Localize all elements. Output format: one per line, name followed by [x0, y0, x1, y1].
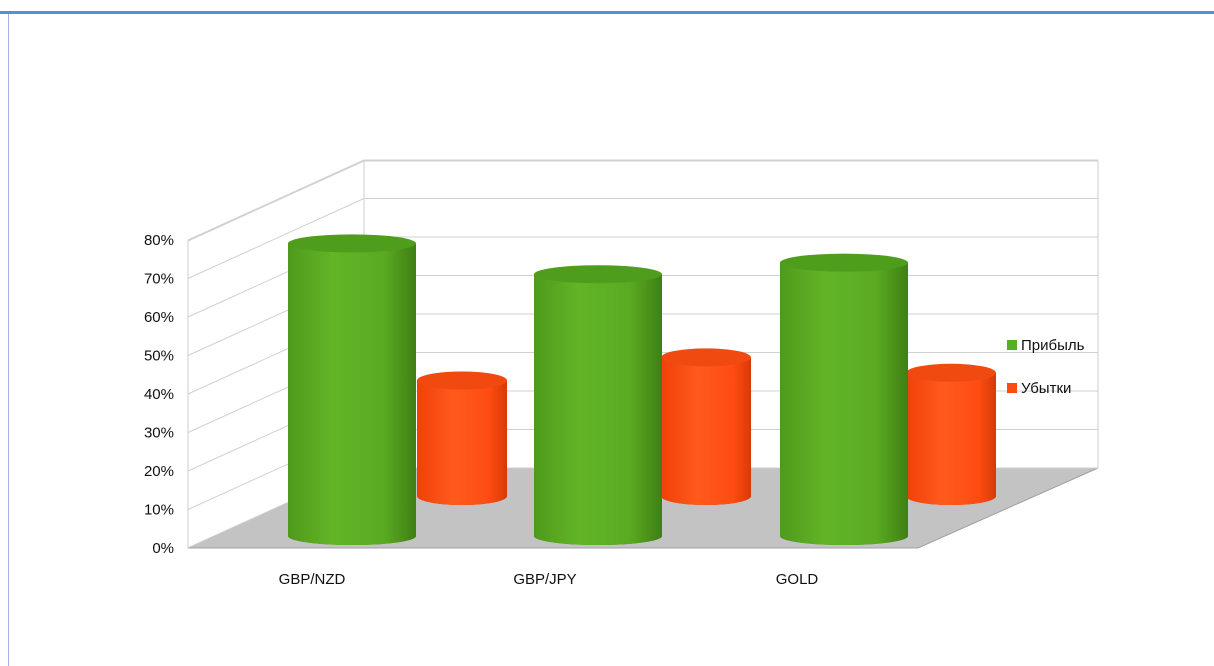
x-axis-ticks: GBP/NZD GBP/JPY GOLD [279, 571, 819, 588]
x-tick-label: GOLD [776, 571, 819, 588]
y-tick-label: 30% [144, 425, 174, 442]
y-tick-label: 10% [144, 502, 174, 519]
y-tick-label: 40% [144, 386, 174, 403]
bar-loss [661, 348, 751, 505]
y-tick-label: 60% [144, 309, 174, 326]
y-tick-label: 20% [144, 463, 174, 480]
top-bar [0, 0, 1214, 14]
y-tick-label: 0% [152, 540, 174, 557]
x-tick-label: GBP/JPY [513, 571, 576, 588]
bar-loss [417, 371, 507, 505]
gridline-side [187, 198, 365, 279]
legend-swatch-profit [1007, 340, 1017, 350]
legend: Прибыль Убытки [1007, 337, 1085, 397]
legend-label-loss: Убытки [1021, 380, 1071, 397]
bars [288, 234, 996, 545]
legend-label-profit: Прибыль [1021, 337, 1085, 354]
y-tick-label: 80% [144, 232, 174, 249]
x-tick-label: GBP/NZD [279, 571, 346, 588]
bar-profit [780, 253, 908, 545]
bar-loss [906, 363, 996, 505]
legend-swatch-loss [1007, 383, 1017, 393]
y-tick-label: 70% [144, 271, 174, 288]
y-tick-label: 50% [144, 348, 174, 365]
y-axis-ticks: 0% 10% 20% 30% 40% 50% 60% 70% 80% [144, 232, 174, 557]
left-border [8, 14, 9, 666]
bar-profit [534, 265, 662, 545]
bar-profit [288, 234, 416, 545]
gridline-side [187, 159, 365, 241]
